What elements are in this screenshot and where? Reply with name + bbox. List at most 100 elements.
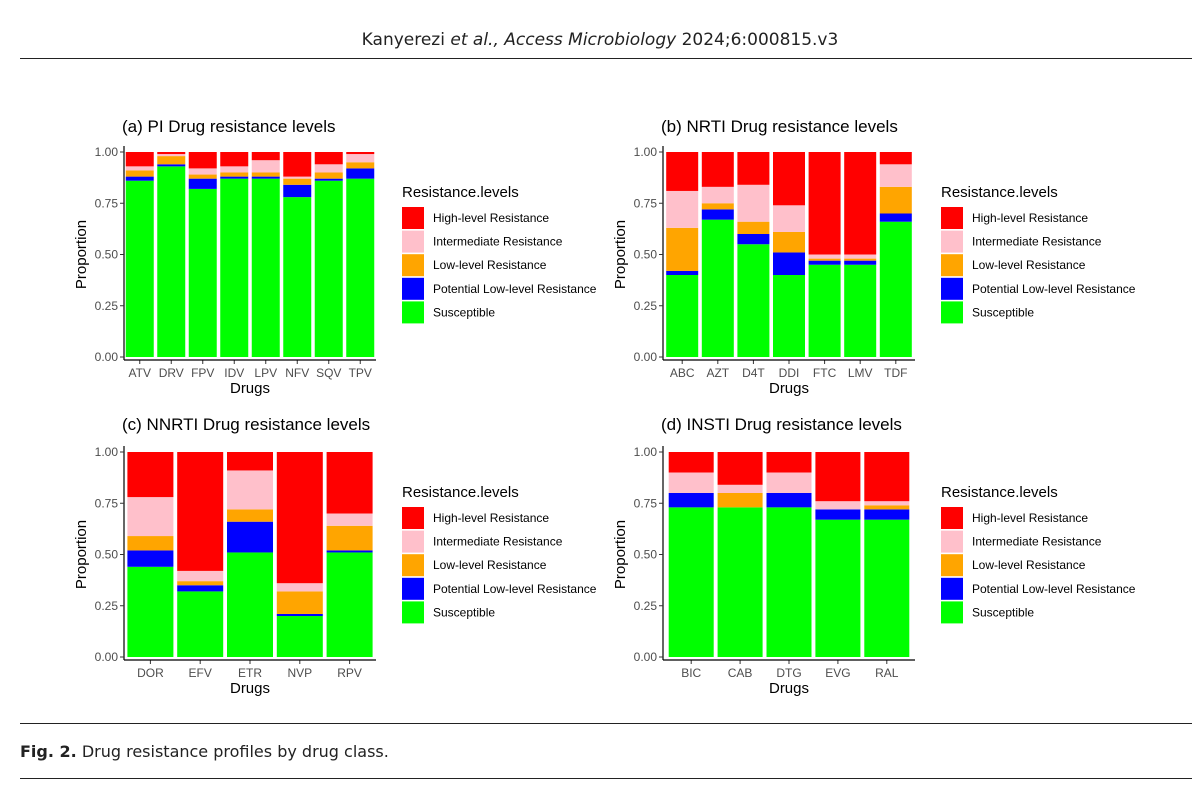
legend-swatch — [941, 230, 963, 253]
legend-swatch — [941, 530, 963, 553]
bar-segment — [220, 178, 249, 357]
bar-segment — [346, 152, 375, 155]
legend-swatch — [402, 230, 424, 253]
bar-segment — [227, 452, 273, 471]
legend-label: Potential Low-level Resistance — [433, 282, 597, 296]
caption-text: Drug resistance profiles by drug class. — [76, 742, 389, 761]
bar-segment — [844, 258, 877, 261]
bar-segment — [125, 166, 154, 171]
legend-swatch — [941, 554, 963, 577]
y-tick-label: 0.25 — [634, 299, 658, 313]
bar-segment — [773, 231, 805, 253]
bar-segment — [773, 252, 805, 275]
x-tick-label: CAB — [728, 666, 753, 680]
figure-caption: Fig. 2. Drug resistance profiles by drug… — [20, 742, 389, 761]
x-tick-label: LPV — [254, 366, 277, 380]
y-axis-title: Proportion — [73, 520, 90, 589]
y-axis-title: Proportion — [612, 520, 629, 589]
bar-segment — [808, 264, 841, 357]
y-tick-label: 0.00 — [634, 650, 658, 664]
chart-panel-3: (d) INSTI Drug resistance levels BIC CAB DT… — [612, 415, 1136, 697]
legend: Resistance.levels High-level Resistance In… — [402, 484, 597, 624]
bar-segment — [227, 552, 273, 657]
bar-segment — [808, 258, 841, 261]
bar-segment — [157, 166, 186, 357]
bar-segment — [717, 484, 763, 493]
bar-segment — [737, 221, 770, 234]
x-tick-label: DDI — [779, 366, 800, 380]
bar-segment — [666, 152, 699, 191]
bar-segment — [773, 275, 805, 357]
y-tick-label: 0.50 — [95, 248, 119, 262]
legend-swatch — [941, 601, 963, 624]
bar-segment — [314, 164, 343, 173]
header-journal: Access Microbiology — [504, 30, 677, 50]
bar-segment — [346, 154, 375, 163]
bar-segment — [157, 154, 186, 157]
legend-swatch — [941, 207, 963, 229]
legend-label: High-level Resistance — [972, 511, 1088, 525]
bar-segment — [177, 591, 224, 657]
bar-segment — [125, 180, 154, 357]
legend: Resistance.levels High-level Resistance In… — [941, 484, 1136, 624]
x-tick-label: D4T — [742, 366, 765, 380]
bar-segment — [326, 513, 373, 526]
x-tick-label: IDV — [224, 366, 244, 380]
legend-label: High-level Resistance — [972, 211, 1088, 225]
bar-segment — [346, 168, 375, 179]
legend-label: Potential Low-level Resistance — [972, 282, 1136, 296]
y-tick-label: 1.00 — [634, 445, 658, 459]
bar-segment — [844, 254, 877, 259]
y-tick-label: 0.00 — [95, 650, 119, 664]
bar-segment — [879, 213, 912, 222]
caption-divider-bottom — [20, 778, 1192, 779]
legend-swatch — [402, 301, 424, 324]
header-divider — [20, 58, 1192, 59]
legend-label: Intermediate Resistance — [972, 235, 1102, 249]
chart-title: (a) PI Drug resistance levels — [122, 117, 336, 136]
y-tick-label: 1.00 — [634, 145, 658, 159]
x-tick-label: LMV — [848, 366, 873, 380]
bar-segment — [220, 152, 249, 167]
bar-segment — [127, 536, 174, 551]
bar-segment — [177, 585, 224, 592]
bar-segment — [127, 566, 174, 657]
bar-segment — [251, 178, 280, 357]
bar-segment — [326, 452, 373, 514]
bar-segment — [815, 509, 861, 520]
bar-segment — [326, 550, 373, 553]
bar-segment — [717, 452, 763, 485]
bar-segment — [668, 452, 714, 473]
x-tick-label: RAL — [875, 666, 899, 680]
bar-segment — [701, 152, 734, 187]
y-axis-title: Proportion — [612, 220, 629, 289]
bar-segment — [737, 244, 770, 357]
chart-panel-1: (b) NRTI Drug resistance levels ABC AZT D4T… — [612, 117, 1136, 397]
bar-segment — [773, 205, 805, 232]
bar-segment — [844, 264, 877, 357]
legend: Resistance.levels High-level Resistance In… — [941, 184, 1136, 324]
bar-segment — [766, 452, 812, 473]
bar-segment — [227, 470, 273, 510]
x-tick-label: DOR — [137, 666, 164, 680]
legend-label: Susceptible — [433, 605, 495, 619]
y-tick-label: 0.50 — [95, 548, 119, 562]
legend-swatch — [402, 530, 424, 553]
bar-segment — [815, 519, 861, 657]
bar-segment — [276, 613, 323, 616]
y-axis-title: Proportion — [73, 220, 90, 289]
bar-segment — [251, 176, 280, 179]
x-axis-title: Drugs — [230, 380, 270, 397]
y-tick-label: 0.25 — [634, 599, 658, 613]
x-tick-label: FTC — [813, 366, 837, 380]
chart-title: (d) INSTI Drug resistance levels — [661, 415, 902, 434]
bar-segment — [220, 166, 249, 173]
bar-segment — [276, 591, 323, 614]
bar-segment — [276, 616, 323, 657]
chart-title: (b) NRTI Drug resistance levels — [661, 117, 898, 136]
x-tick-label: DRV — [159, 366, 184, 380]
bar-segment — [188, 178, 217, 189]
bar-segment — [346, 162, 375, 169]
bar-segment — [666, 275, 699, 357]
